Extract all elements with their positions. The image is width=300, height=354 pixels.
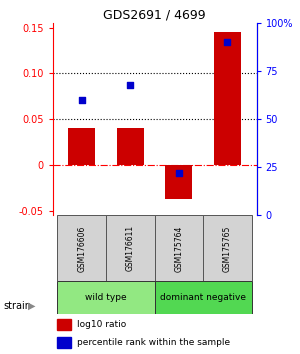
Bar xyxy=(68,128,95,165)
Text: ▶: ▶ xyxy=(28,301,35,311)
Text: GSM175764: GSM175764 xyxy=(174,225,183,272)
Text: percentile rank within the sample: percentile rank within the sample xyxy=(77,338,230,347)
Bar xyxy=(154,215,203,281)
Bar xyxy=(57,215,106,281)
Text: GSM176606: GSM176606 xyxy=(77,225,86,272)
Text: dominant negative: dominant negative xyxy=(160,293,246,302)
Text: log10 ratio: log10 ratio xyxy=(77,320,126,329)
Bar xyxy=(57,281,154,314)
Point xyxy=(225,39,230,45)
Title: GDS2691 / 4699: GDS2691 / 4699 xyxy=(103,9,206,22)
Bar xyxy=(203,215,252,281)
Text: GSM176611: GSM176611 xyxy=(126,225,135,272)
Point xyxy=(79,97,84,103)
Bar xyxy=(106,215,154,281)
Bar xyxy=(57,337,71,348)
Bar xyxy=(154,281,252,314)
Bar xyxy=(214,32,241,165)
Text: strain: strain xyxy=(3,301,31,311)
Text: wild type: wild type xyxy=(85,293,127,302)
Bar xyxy=(165,165,192,199)
Bar xyxy=(57,319,71,330)
Text: GSM175765: GSM175765 xyxy=(223,225,232,272)
Bar xyxy=(117,128,144,165)
Point xyxy=(176,170,181,176)
Point xyxy=(128,82,133,87)
